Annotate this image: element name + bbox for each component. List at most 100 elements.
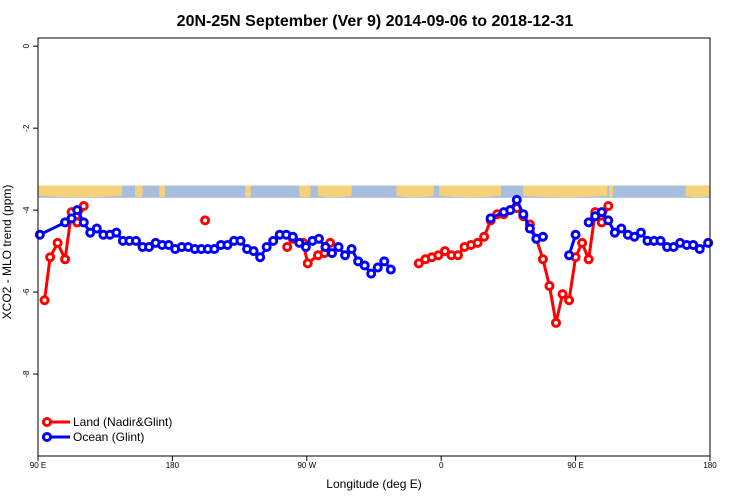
data-point (544, 280, 555, 291)
data-point (34, 229, 45, 240)
data-point (379, 256, 390, 267)
basemap-land-patch (523, 185, 608, 198)
data-point (629, 231, 640, 242)
y-tick-label: -2 (22, 124, 31, 132)
data-point (268, 235, 279, 246)
data-point (485, 213, 496, 224)
data-point (518, 209, 529, 220)
data-point (616, 223, 627, 234)
basemap-land-patch (609, 185, 613, 198)
data-point (313, 233, 324, 244)
data-point (60, 254, 71, 265)
data-point (78, 201, 89, 212)
data-point (703, 237, 714, 248)
data-point (294, 237, 305, 248)
data-point (346, 244, 357, 255)
data-point (333, 242, 344, 252)
data-point (439, 246, 450, 257)
data-point (570, 229, 581, 240)
basemap-land-patch (245, 185, 251, 198)
data-point (524, 223, 535, 234)
data-point (248, 246, 259, 257)
data-point (596, 207, 607, 218)
data-point (340, 250, 351, 261)
data-point (131, 235, 141, 246)
chart-title: 20N-25N September (Ver 9) 2014-09-06 to … (177, 13, 574, 30)
plot-frame (37, 37, 711, 457)
data-point (564, 250, 575, 261)
data-point (39, 295, 50, 306)
y-axis: 0 -2 -4 -6 -8 (22, 43, 38, 378)
basemap-land-patch (318, 185, 352, 198)
basemap-land-patch (135, 185, 143, 198)
data-point (557, 289, 568, 300)
data-point (200, 215, 211, 226)
data-point (78, 217, 89, 228)
data-point (302, 258, 313, 269)
x-tick-label: 180 (166, 461, 180, 470)
data-point (327, 248, 337, 259)
data-point (359, 260, 370, 271)
data-point (537, 254, 548, 265)
y-tick-label: -8 (22, 370, 31, 378)
basemap-land-patch (685, 185, 710, 198)
basemap-land-patch (159, 185, 165, 198)
data-point (144, 242, 155, 252)
y-axis-label: XCO2 - MLO trend (ppm) (0, 185, 14, 320)
legend-label-ocean: Ocean (Glint) (73, 430, 144, 444)
data-point (413, 258, 424, 269)
basemap-land-patch (299, 185, 311, 198)
data-point (385, 264, 396, 275)
data-point (603, 215, 614, 226)
data-point (635, 227, 646, 238)
data-point (91, 223, 102, 234)
data-point (111, 227, 122, 238)
data-point (52, 237, 63, 248)
series-line (39, 208, 392, 276)
data-point (72, 205, 83, 216)
x-axis-label: Longitude (deg E) (326, 477, 421, 491)
legend: Land (Nadir&Glint) Ocean (Glint) (42, 415, 172, 444)
series-line (418, 205, 610, 325)
data-point (668, 242, 679, 252)
data-point (287, 231, 298, 242)
basemap-land (38, 185, 710, 198)
x-tick-label: 0 (439, 461, 444, 470)
data-point (66, 213, 77, 224)
data-point (320, 242, 331, 252)
x-tick-label: 180 (703, 461, 717, 470)
data-point (282, 242, 293, 252)
y-tick-label: -6 (22, 288, 31, 296)
data-point (577, 237, 588, 248)
basemap-strip (38, 185, 710, 198)
data-point (255, 252, 266, 263)
data-point (222, 239, 233, 250)
data-point (479, 231, 490, 242)
data-point (609, 227, 620, 238)
x-tick-label: 90 E (567, 461, 583, 470)
legend-label-land: Land (Nadir&Glint) (73, 415, 172, 429)
data-point (235, 235, 246, 246)
data-point (366, 268, 377, 279)
data-point (583, 254, 594, 265)
data-point (583, 217, 594, 228)
data-point (603, 201, 614, 212)
legend-item-land: Land (Nadir&Glint) (42, 415, 172, 429)
y-tick-label: -4 (22, 206, 31, 214)
data-point (163, 239, 174, 250)
x-axis: 90 E 180 90 W 0 90 E 180 (30, 456, 717, 470)
data-point (511, 194, 522, 205)
data-point (209, 244, 220, 255)
y-tick-label: 0 (22, 43, 31, 48)
data-point (564, 295, 575, 306)
basemap-land-patch (38, 185, 122, 198)
legend-item-ocean: Ocean (Glint) (42, 430, 144, 444)
data-point (372, 262, 383, 273)
series-layer (34, 194, 714, 328)
basemap-land-patch (396, 185, 434, 198)
data-point (300, 242, 311, 252)
data-point (353, 256, 364, 267)
data-point (655, 235, 666, 246)
basemap-land-patch (439, 185, 501, 198)
